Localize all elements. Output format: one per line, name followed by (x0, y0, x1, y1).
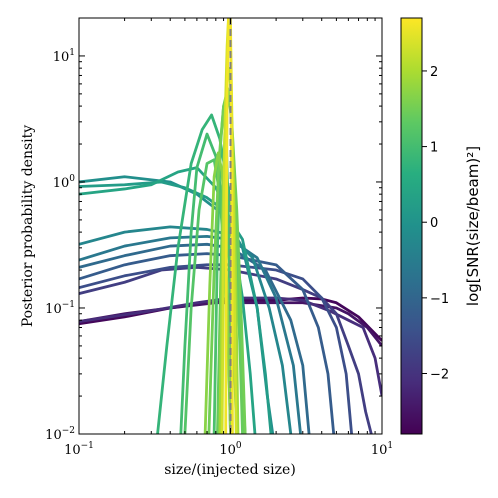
colorbar-tick-label-0: −2 (430, 367, 449, 382)
y-tick-label-0: 10−2 (45, 426, 75, 443)
colorbar-label: log[SNR(size/beam)²] (464, 146, 482, 306)
colorbar-tick-label-3: 1 (430, 141, 438, 156)
series-line-15 (203, 151, 232, 434)
x-axis-label: size/(injected size) (164, 462, 296, 478)
colorbar-tick-label-2: 0 (430, 216, 438, 231)
x-tick-label-1: 100 (219, 441, 242, 458)
y-tick-label-3: 101 (53, 48, 75, 65)
x-tick-label-0: 10−1 (64, 441, 94, 458)
x-axis-ticks: 10−1 100 101 (64, 18, 393, 458)
series-line-9 (79, 180, 273, 434)
y-axis-label: Posterior probability density (20, 125, 36, 327)
series-line-4 (79, 263, 353, 434)
colorbar-ticks: −2 −1 0 1 2 (422, 65, 449, 382)
series-line-11 (79, 166, 257, 434)
colorbar (400, 17, 423, 435)
series-lines (79, 18, 382, 434)
x-tick-label-2: 101 (371, 441, 393, 458)
colorbar-tick-label-4: 2 (430, 65, 438, 80)
series-line-20 (220, 18, 238, 434)
y-tick-label-1: 10−1 (45, 300, 75, 317)
series-line-2 (79, 296, 382, 397)
y-tick-label-2: 100 (53, 174, 76, 191)
y-axis-ticks: 10−2 10−1 100 101 (45, 17, 382, 443)
colorbar-tick-label-1: −1 (430, 292, 449, 307)
